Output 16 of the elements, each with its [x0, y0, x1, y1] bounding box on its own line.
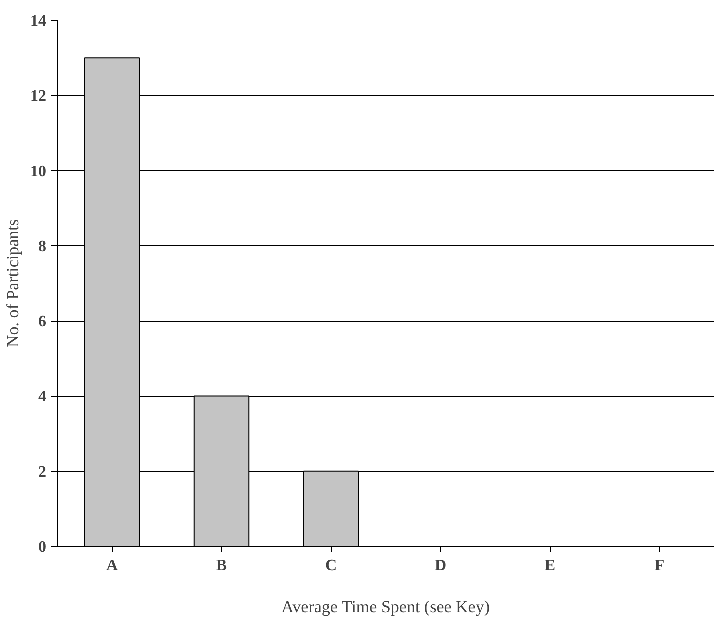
y-tick-label: 2: [38, 464, 46, 481]
y-axis-title: No. of Participants: [4, 220, 22, 348]
y-tick-label: 10: [30, 163, 46, 180]
x-tick-label: F: [654, 558, 665, 574]
x-axis-title: Average Time Spent (see Key): [282, 598, 490, 616]
x-tick-label: C: [325, 558, 338, 574]
x-tick-label: A: [106, 558, 118, 574]
y-tick-label: 4: [38, 388, 46, 406]
y-tick-label: 6: [38, 314, 46, 331]
y-tick-label: 0: [38, 539, 46, 556]
y-tick-label: 14: [30, 13, 46, 30]
x-tick-label: E: [544, 558, 556, 574]
x-tick-label: D: [434, 558, 447, 574]
x-tick-label: B: [216, 558, 228, 574]
y-tick-label: 8: [38, 238, 46, 256]
y-tick-label: 12: [30, 88, 46, 106]
